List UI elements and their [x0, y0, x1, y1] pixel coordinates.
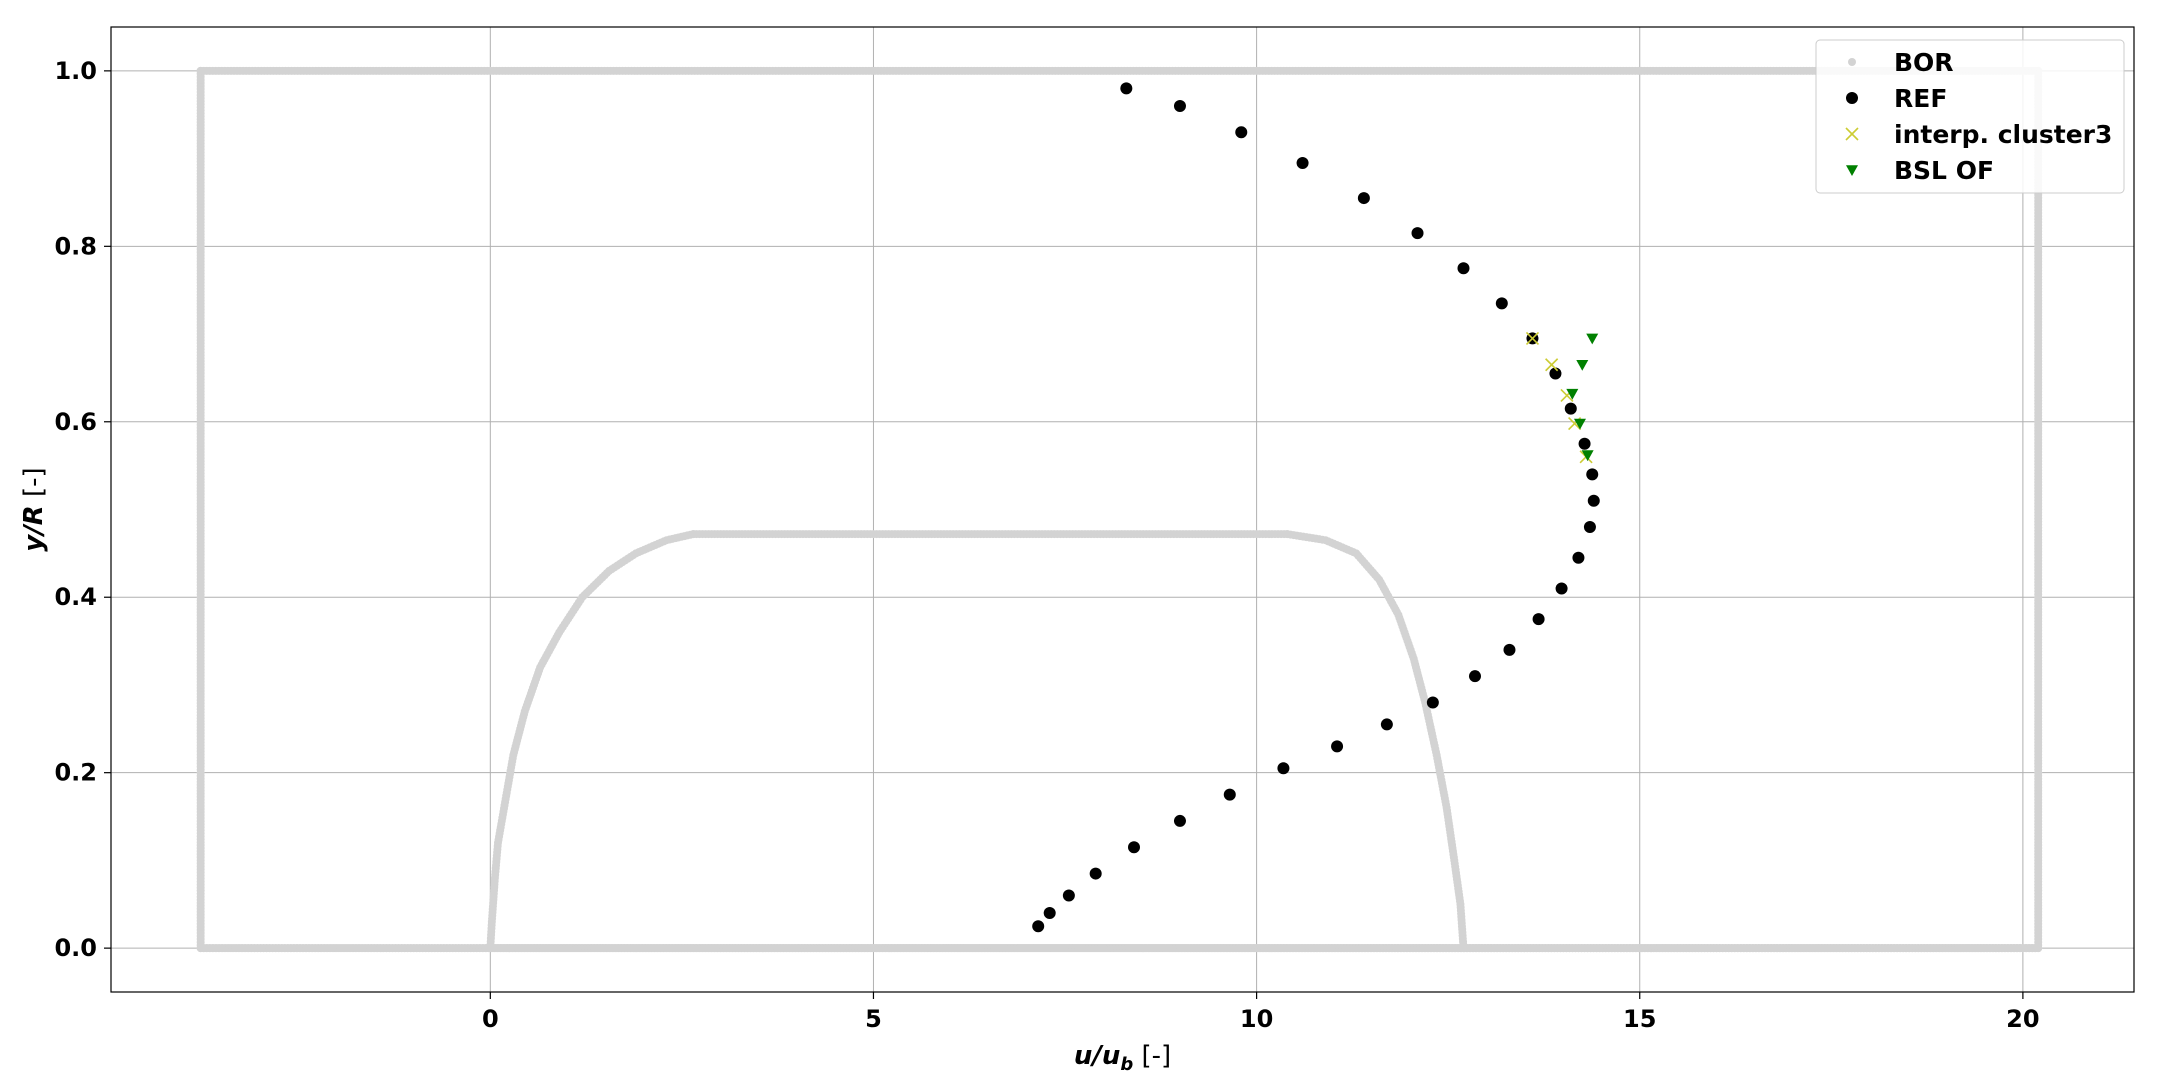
data-point	[1525, 331, 1540, 345]
data-point	[1586, 468, 1599, 481]
x-axis-label: u/ub [-]	[1074, 1041, 1171, 1075]
data-point	[1089, 867, 1102, 880]
data-point	[1331, 740, 1344, 753]
legend-label: BSL OF	[1894, 156, 1994, 185]
legend-marker	[1846, 165, 1858, 176]
data-point	[1549, 367, 1562, 380]
data-point	[1572, 551, 1585, 564]
data-point	[1277, 762, 1290, 775]
x-axis-label-var: u/u	[1074, 1041, 1121, 1071]
data-point	[1573, 418, 1586, 430]
y-tick-label: 1.0	[54, 57, 97, 85]
data-point	[1566, 388, 1579, 400]
data-point	[1583, 521, 1596, 534]
y-tick-label: 0.8	[54, 232, 97, 260]
data-point	[1586, 333, 1599, 345]
data-point	[1380, 718, 1393, 731]
data-point	[1235, 126, 1248, 139]
legend-box	[1815, 39, 2125, 194]
data-point	[1532, 613, 1545, 626]
data-point	[1459, 944, 1468, 953]
x-tick-label: 10	[1240, 1005, 1273, 1033]
data-point	[1564, 402, 1577, 415]
data-point	[1545, 358, 1559, 372]
y-tick-label: 0.0	[54, 934, 97, 962]
y-tick-label: 0.4	[54, 583, 97, 611]
legend-marker	[1846, 92, 1858, 104]
x-axis-label-sub: b	[1120, 1054, 1133, 1075]
legend-label: interp. cluster3	[1894, 120, 2112, 149]
x-tick-label: 5	[865, 1005, 882, 1033]
data-point	[1457, 262, 1470, 275]
legend-items: BOR REF interp. cluster3 BSL OF	[1845, 48, 2112, 185]
data-point	[1576, 359, 1589, 371]
legend: BOR REF interp. cluster3 BSL OF	[1815, 39, 2125, 194]
x-tick-label: 20	[2006, 1005, 2039, 1033]
legend-marker	[1845, 127, 1859, 141]
legend-entry: BSL OF	[1846, 156, 1994, 185]
data-point	[1120, 82, 1133, 95]
data-point	[1357, 192, 1370, 205]
x-axis-label-unit: [-]	[1133, 1041, 1171, 1071]
x-tick-label: 0	[482, 1005, 499, 1033]
y-axis-label-unit: [-]	[19, 467, 49, 505]
y-axis-label: y/R [-]	[19, 467, 49, 551]
series-ref	[1032, 82, 1600, 933]
legend-label: BOR	[1894, 48, 1954, 77]
series-bor	[196, 66, 2043, 953]
y-tick-label: 0.6	[54, 408, 97, 436]
data-point	[1587, 494, 1600, 507]
plot-frame	[110, 26, 2135, 993]
tick-layer: 0 5 10 15 20 0.0 0.2 0.4 0.6 0.8 1.0	[54, 57, 2039, 1033]
data-point	[1578, 437, 1591, 450]
data-point	[1223, 788, 1236, 801]
data-point	[1032, 920, 1045, 933]
series-bsl-of	[1566, 333, 1599, 462]
x-tick-label: 15	[1623, 1005, 1656, 1033]
data-point	[1468, 670, 1481, 683]
legend-entry: interp. cluster3	[1845, 120, 2112, 149]
legend-label: REF	[1894, 84, 1947, 113]
data-point	[1127, 841, 1140, 854]
y-axis-label-var: y/R	[19, 505, 49, 551]
data-point	[1495, 297, 1508, 310]
data-point	[1296, 156, 1309, 169]
legend-entry: REF	[1846, 84, 1947, 113]
data-point	[1173, 99, 1186, 112]
data-point	[1503, 643, 1516, 656]
data-point	[1426, 696, 1439, 709]
data-point	[1581, 450, 1594, 462]
data-point	[1555, 582, 1568, 595]
data-point	[1043, 907, 1056, 920]
data-point	[1062, 889, 1075, 902]
legend-marker	[1848, 58, 1856, 66]
data-point	[1173, 814, 1186, 827]
data-layer	[196, 66, 2043, 953]
data-point	[1411, 227, 1424, 240]
legend-entry: BOR	[1848, 48, 1954, 77]
y-tick-label: 0.2	[54, 759, 97, 787]
